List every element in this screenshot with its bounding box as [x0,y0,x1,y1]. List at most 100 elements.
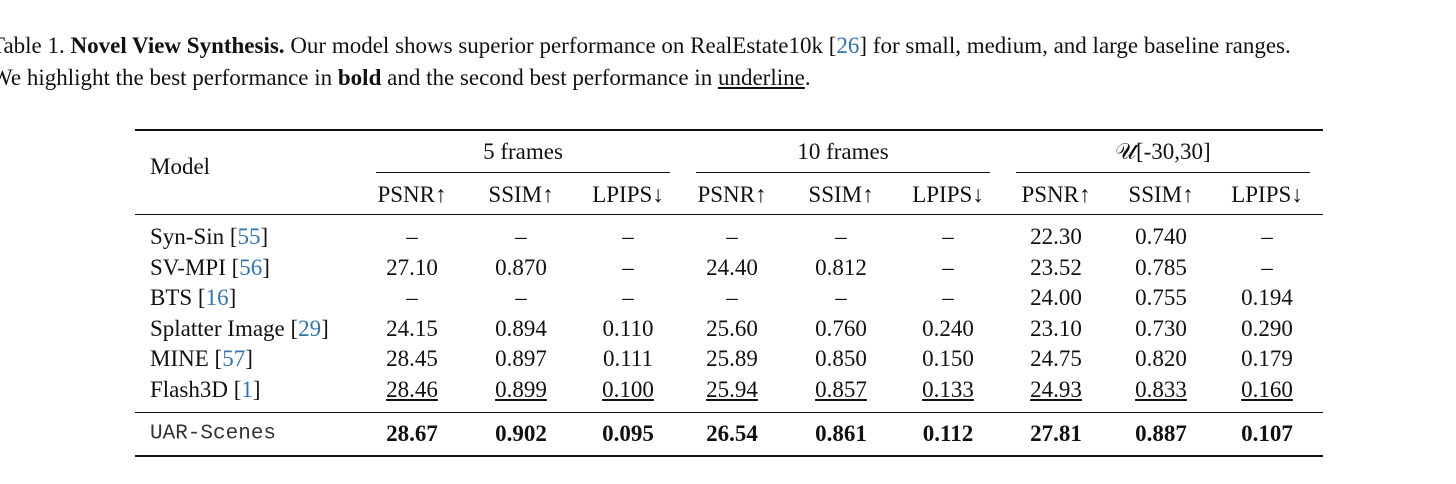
cell: 27.81 [1030,421,1082,446]
cell: 0.240 [922,316,974,341]
cell: 0.160 [1241,377,1293,402]
ours-rule [135,412,1323,413]
cell: – [622,285,634,310]
cell: 0.899 [495,377,547,402]
cell: 23.10 [1030,316,1082,341]
citation: 55 [237,224,261,249]
citation: 1 [241,377,253,402]
row-name: Flash3D [1] [150,377,261,403]
cell: 0.740 [1135,224,1187,249]
citation: 29 [298,316,322,341]
metric-header: PSNR↑ [697,182,767,207]
cell: – [726,285,738,310]
metric-header: LPIPS↓ [592,182,664,207]
group-header: 10 frames [797,139,889,164]
cell: – [726,224,738,249]
cell: 24.40 [706,255,758,280]
model-name: ] [252,377,261,402]
model-name: ] [260,224,269,249]
cell: – [406,224,418,249]
model-name: SV-MPI [ [150,255,240,280]
cell: – [406,285,418,310]
caption-line-1: Table 1. Novel View Synthesis. Our model… [0,33,1291,59]
cell: 0.111 [602,346,654,371]
cell: 0.785 [1135,255,1187,280]
cell: – [1261,255,1273,280]
cell: – [622,255,634,280]
cell: 25.94 [706,377,758,402]
cell: 0.112 [922,421,974,446]
cell: 0.870 [495,255,547,280]
cell: 0.110 [602,316,654,341]
cell: 27.10 [386,255,438,280]
caption-text: Our model shows superior performance on … [284,33,837,58]
metric-header: SSIM↑ [1128,182,1194,207]
cell: 0.095 [602,421,654,446]
mid-rule [135,214,1323,215]
row-name: SV-MPI [56] [150,255,270,281]
cell: – [515,285,527,310]
row-name: Splatter Image [29] [150,316,329,342]
metric-header: PSNR↑ [377,182,447,207]
caption-line-2: We highlight the best performance in bol… [0,65,811,91]
metric-header: LPIPS↓ [912,182,984,207]
cell: 0.833 [1135,377,1187,402]
group-header: 5 frames [483,139,563,164]
cell: 0.107 [1241,421,1293,446]
cell: – [515,224,527,249]
cell: – [942,255,954,280]
cell: 0.894 [495,316,547,341]
cell: 0.861 [815,421,867,446]
cell: – [622,224,634,249]
cell: 0.902 [495,421,547,446]
cell: 25.60 [706,316,758,341]
model-name: MINE [ [150,346,223,371]
metric-header: LPIPS↓ [1231,182,1303,207]
metric-header: SSIM↑ [808,182,874,207]
cell: 24.00 [1030,285,1082,310]
model-name: ] [245,346,253,371]
cell: 0.133 [922,377,974,402]
cell: 24.15 [386,316,438,341]
model-name: ] [228,285,237,310]
cell: – [835,224,847,249]
group-header: 𝒰[-30,30] [1115,139,1211,164]
cell: 22.30 [1030,224,1082,249]
caption-label: Table 1. [0,33,65,58]
cell: 28.45 [386,346,438,371]
cell: 23.52 [1030,255,1082,280]
row-name: MINE [57] [150,346,253,372]
caption-bold: bold [337,65,382,90]
group-rule [1016,172,1310,173]
group-rule [376,172,670,173]
metric-header: PSNR↑ [1021,182,1091,207]
citation: 57 [222,346,246,371]
cell: 0.100 [602,377,654,402]
model-name: Splatter Image [ [150,316,299,341]
cell: – [1261,224,1273,249]
cell: – [835,285,847,310]
cell: 0.194 [1241,285,1293,310]
citation: 56 [239,255,263,280]
cell: 0.755 [1135,285,1187,310]
model-name: BTS [ [150,285,206,310]
model-name: Flash3D [ [150,377,242,402]
cell: 0.812 [815,255,867,280]
cell: 0.730 [1135,316,1187,341]
caption-text: ] for small, medium, and large baseline … [859,33,1291,58]
metric-header: SSIM↑ [488,182,554,207]
cell: 24.75 [1030,346,1082,371]
model-name: ] [262,255,270,280]
caption-text: and the second best performance in [381,65,718,90]
cell: 0.857 [815,377,867,402]
cell: 24.93 [1030,377,1082,402]
model-name: Syn-Sin [ [150,224,238,249]
cell: 0.179 [1241,346,1293,371]
row-name: Syn-Sin [55] [150,224,268,250]
caption-text: . [804,65,811,90]
group-rule [696,172,990,173]
cell: 0.760 [815,316,867,341]
cell: – [942,285,954,310]
cell: – [942,224,954,249]
